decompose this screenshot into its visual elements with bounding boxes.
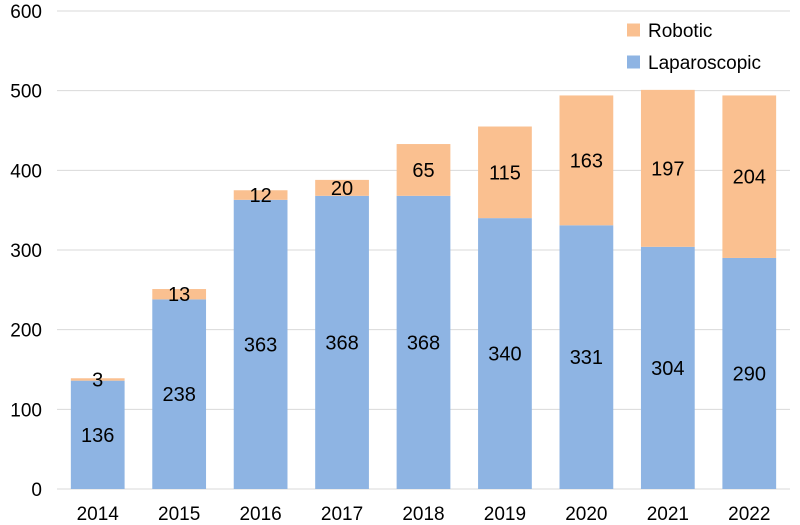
bar-robotic-2020 bbox=[559, 95, 614, 226]
value-label-laparoscopic-2021: 304 bbox=[651, 358, 684, 380]
bar-robotic-2017 bbox=[315, 179, 369, 196]
x-tick-label-2018: 2018 bbox=[402, 504, 444, 525]
value-label-robotic-2017: 20 bbox=[331, 178, 353, 200]
bar-robotic-2018 bbox=[396, 144, 451, 196]
legend-swatch-laparoscopic bbox=[627, 55, 640, 69]
value-label-laparoscopic-2016: 363 bbox=[244, 334, 277, 356]
bar-robotic-2014 bbox=[70, 378, 125, 381]
bar-robotic-2019 bbox=[478, 126, 532, 219]
x-tick-label-2022: 2022 bbox=[728, 504, 770, 525]
legend-label-robotic: Robotic bbox=[648, 21, 712, 42]
x-tick-label-2014: 2014 bbox=[77, 504, 120, 525]
value-label-laparoscopic-2017: 368 bbox=[325, 332, 358, 354]
y-tick-label: 100 bbox=[10, 400, 42, 421]
x-tick-label-2019: 2019 bbox=[484, 504, 526, 525]
y-tick-label: 400 bbox=[10, 161, 42, 182]
bar-laparoscopic-2015 bbox=[152, 299, 207, 489]
bar-laparoscopic-2021 bbox=[640, 246, 695, 489]
y-axis: 0 100 200 300 400 500 600 bbox=[10, 2, 42, 501]
bar-laparoscopic-2017 bbox=[315, 195, 369, 489]
bar-robotic-2021 bbox=[640, 89, 695, 247]
bar-laparoscopic-2020 bbox=[559, 225, 614, 489]
y-tick-label: 200 bbox=[10, 321, 42, 342]
value-label-robotic-2020: 163 bbox=[570, 150, 603, 172]
value-label-robotic-2022: 204 bbox=[733, 167, 766, 189]
bar-laparoscopic-2022 bbox=[722, 257, 777, 489]
y-tick-label: 0 bbox=[31, 480, 42, 501]
x-tick-label-2017: 2017 bbox=[321, 504, 363, 525]
y-tick-label: 300 bbox=[10, 241, 42, 262]
y-tick-label: 500 bbox=[10, 82, 42, 103]
x-axis: 2014 2015 2016 2017 2018 2019 2020 2021 2022 bbox=[77, 504, 771, 525]
legend-label-laparoscopic: Laparoscopic bbox=[648, 53, 761, 74]
value-label-robotic-2016: 12 bbox=[249, 185, 271, 207]
legend: Robotic Laparoscopic bbox=[627, 21, 761, 74]
x-tick-label-2016: 2016 bbox=[239, 504, 281, 525]
value-label-laparoscopic-2019: 340 bbox=[488, 344, 521, 366]
data-labels: 136 3 238 13 363 12 368 20 368 65 340 115 331 163 304 1… bbox=[81, 150, 766, 446]
bar-laparoscopic-2014 bbox=[70, 380, 125, 489]
value-label-robotic-2014: 3 bbox=[92, 369, 103, 391]
bar-robotic-2016 bbox=[233, 190, 288, 200]
value-label-robotic-2018: 65 bbox=[412, 160, 434, 182]
x-tick-label-2015: 2015 bbox=[158, 504, 200, 525]
value-label-laparoscopic-2018: 368 bbox=[407, 332, 440, 354]
bar-laparoscopic-2018 bbox=[396, 195, 451, 489]
bar-robotic-2015 bbox=[152, 289, 207, 300]
value-label-laparoscopic-2014: 136 bbox=[81, 425, 114, 447]
legend-swatch-robotic bbox=[627, 23, 640, 37]
bars bbox=[70, 89, 777, 489]
bar-laparoscopic-2019 bbox=[478, 218, 532, 489]
bar-robotic-2022 bbox=[722, 95, 777, 258]
x-tick-label-2021: 2021 bbox=[647, 504, 689, 525]
bar-laparoscopic-2016 bbox=[233, 199, 288, 489]
x-tick-label-2020: 2020 bbox=[565, 504, 607, 525]
y-tick-label: 600 bbox=[10, 2, 42, 23]
value-label-laparoscopic-2020: 331 bbox=[570, 347, 603, 369]
value-label-robotic-2015: 13 bbox=[168, 284, 190, 306]
value-label-laparoscopic-2022: 290 bbox=[733, 363, 766, 385]
value-label-robotic-2021: 197 bbox=[651, 158, 684, 180]
value-label-laparoscopic-2015: 238 bbox=[162, 384, 195, 406]
value-label-robotic-2019: 115 bbox=[489, 162, 521, 184]
